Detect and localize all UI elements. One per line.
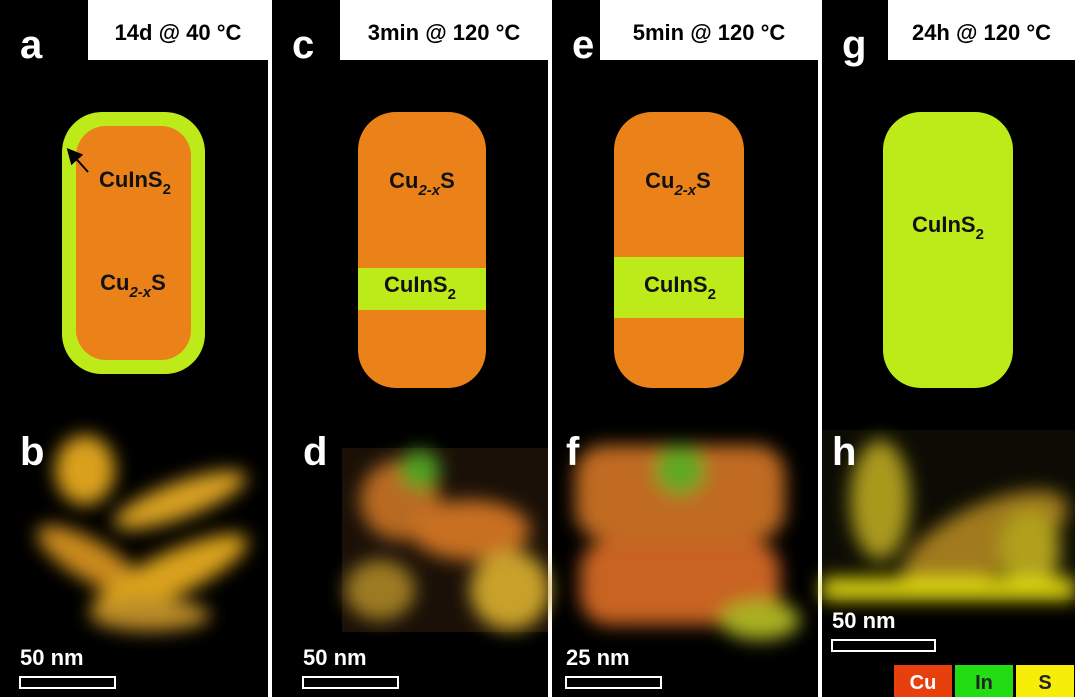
formula: Cu xyxy=(100,270,129,295)
image-h xyxy=(822,430,1075,610)
panel-letter: e xyxy=(572,23,594,67)
formula: S xyxy=(696,168,711,193)
panel-title: 24h @ 120 °C xyxy=(912,20,1051,45)
formula: CuInS xyxy=(644,272,708,297)
panel-letter: g xyxy=(842,23,866,67)
panel-title: 14d @ 40 °C xyxy=(115,20,242,45)
formula: S xyxy=(440,168,455,193)
subscript: 2 xyxy=(448,286,456,303)
formula: CuInS xyxy=(384,272,448,297)
subscript: 2-x xyxy=(417,182,440,199)
scale-label: 25 nm xyxy=(566,645,630,670)
image-d xyxy=(342,448,550,632)
scale-label: 50 nm xyxy=(20,645,84,670)
panel-letter: a xyxy=(20,23,43,67)
legend-label: Cu xyxy=(910,672,937,694)
formula: Cu xyxy=(645,168,674,193)
subscript: 2 xyxy=(163,181,171,198)
subscript: 2-x xyxy=(673,182,696,199)
formula: S xyxy=(151,270,166,295)
legend-label: S xyxy=(1038,672,1051,694)
panel-letter: d xyxy=(303,430,327,474)
panel-letter: b xyxy=(20,430,44,474)
subscript: 2 xyxy=(976,226,984,243)
scale-label: 50 nm xyxy=(303,645,367,670)
panel-title: 5min @ 120 °C xyxy=(633,20,786,45)
panel-letter: h xyxy=(832,430,856,474)
rod xyxy=(358,112,486,388)
rod xyxy=(614,112,744,388)
subscript: 2-x xyxy=(128,284,151,301)
figure: 14d @ 40 °CabCuInS2Cu2-xS50 nm3min @ 120… xyxy=(0,0,1075,697)
panel-title: 3min @ 120 °C xyxy=(368,20,521,45)
rod xyxy=(883,112,1013,388)
panel-letter: c xyxy=(292,23,314,67)
core xyxy=(76,126,191,360)
formula: Cu xyxy=(389,168,418,193)
formula: CuInS xyxy=(912,212,976,237)
legend-label: In xyxy=(975,672,993,694)
scale-label: 50 nm xyxy=(832,608,896,633)
panel-letter: f xyxy=(566,430,580,474)
subscript: 2 xyxy=(708,286,716,303)
formula: CuInS xyxy=(99,167,163,192)
